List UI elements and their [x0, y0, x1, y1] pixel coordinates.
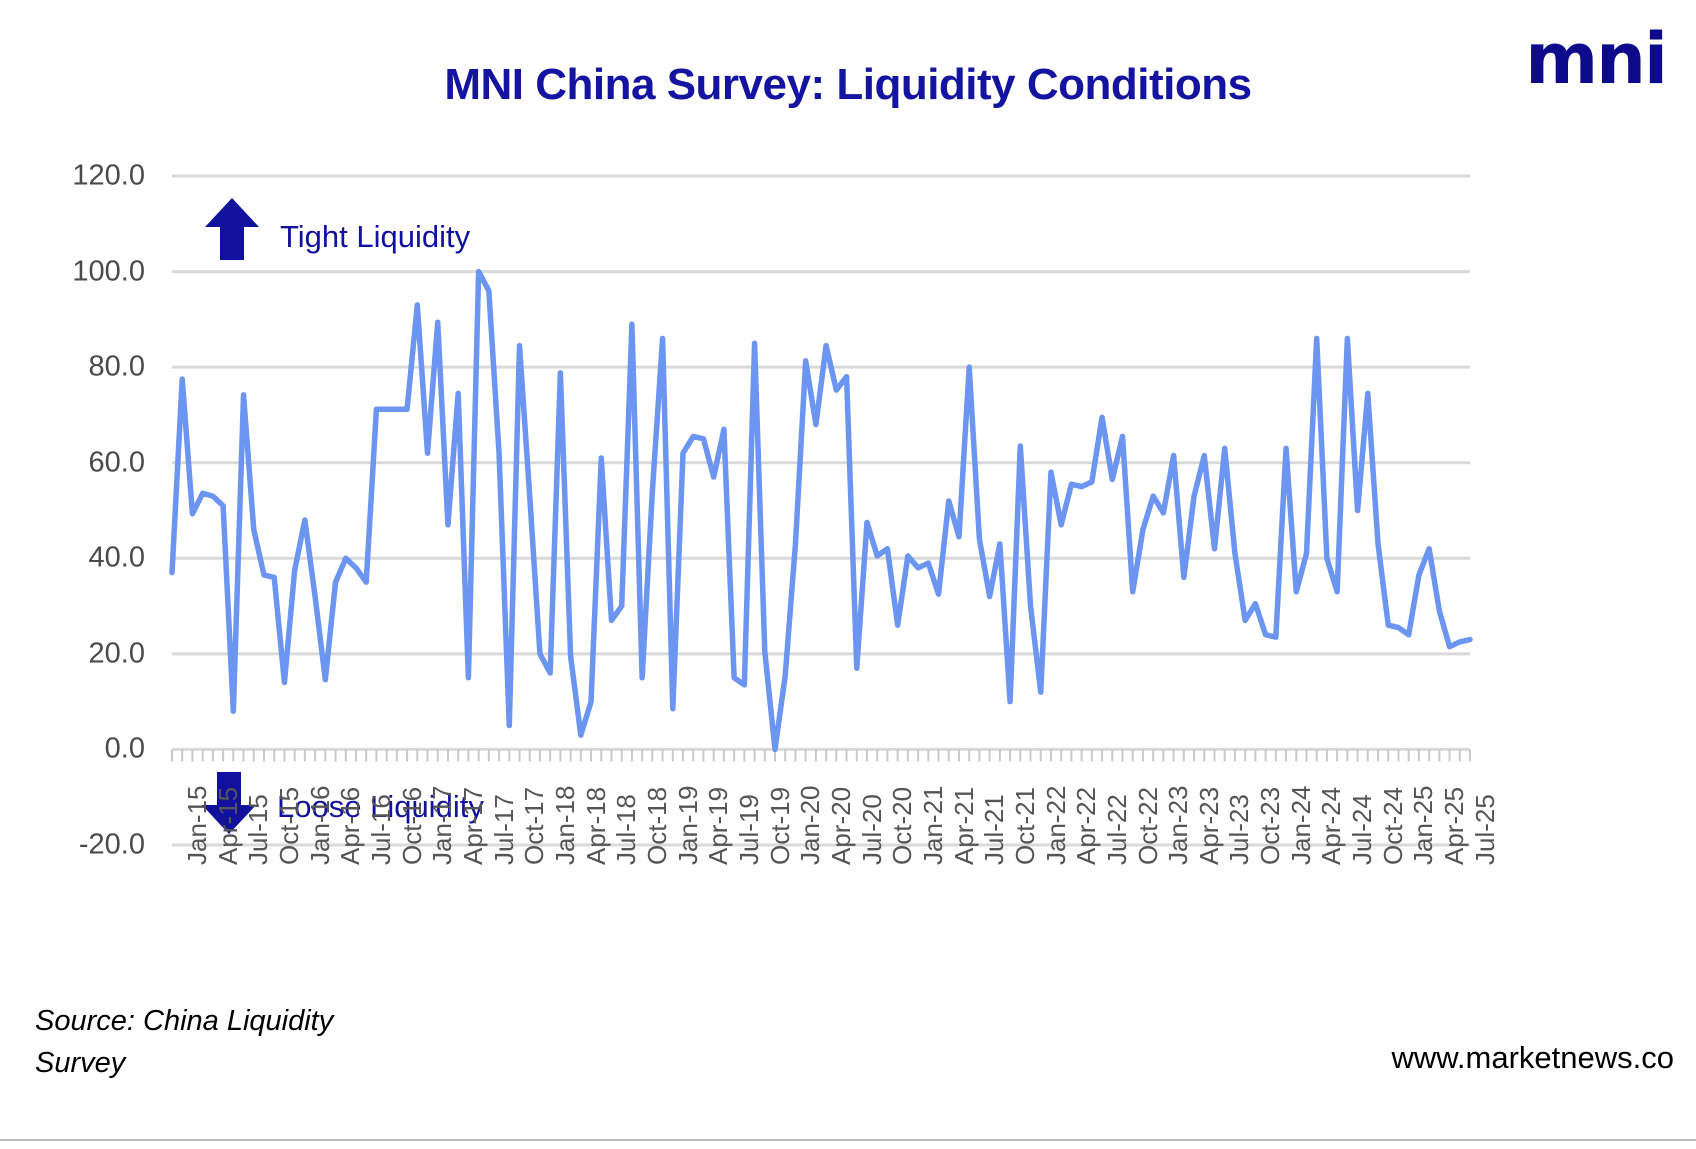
x-axis-tick-label: Jul-23	[1224, 794, 1255, 865]
x-axis-tick-label: Jan-19	[672, 785, 703, 866]
x-axis-tick-label: Apr-20	[825, 786, 856, 865]
x-axis-tick-label: Jul-16	[365, 794, 396, 865]
up-arrow-icon	[205, 198, 259, 260]
x-axis-tick-label: Jan-22	[1040, 785, 1071, 866]
down-arrow-icon	[202, 772, 256, 834]
x-axis-tick-label: Apr-16	[335, 786, 366, 865]
page-title: MNI China Survey: Liquidity Conditions	[444, 60, 1252, 109]
source-note: Source: China Liquidity Survey	[35, 1005, 334, 1080]
x-axis-tick-label: Oct-23	[1255, 786, 1286, 865]
y-axis-tick-label: 20.0	[88, 637, 145, 670]
x-axis-tick-label: Jan-25	[1408, 785, 1439, 866]
y-axis-tick-label: 80.0	[88, 350, 145, 383]
x-axis-tick-label: Oct-24	[1377, 786, 1408, 865]
x-axis-tick-label: Oct-18	[641, 786, 672, 865]
x-axis-tick-label: Apr-22	[1071, 786, 1102, 865]
x-axis-tick-label: Jul-15	[243, 794, 274, 865]
y-axis-tick-label: 120.0	[72, 159, 145, 192]
x-axis-tick-label: Oct-21	[1009, 786, 1040, 865]
x-axis-tick-label: Jan-20	[795, 785, 826, 866]
x-axis-tick-label: Apr-18	[580, 786, 611, 865]
x-axis-tick-label: Jul-17	[488, 794, 519, 865]
x-axis-tick-label: Apr-19	[703, 786, 734, 865]
x-axis-tick-label: Oct-22	[1132, 786, 1163, 865]
x-axis-tick-label: Apr-15	[212, 786, 243, 865]
x-axis-tick-label: Apr-21	[948, 786, 979, 865]
x-axis-tick-label: Apr-25	[1439, 786, 1470, 865]
x-axis-tick-label: Oct-17	[519, 786, 550, 865]
x-axis-tick-label: Jul-18	[611, 794, 642, 865]
loose-liquidity-label: Loose Liquidity	[277, 789, 484, 824]
y-axis-tick-label: -20.0	[78, 828, 145, 861]
y-axis-tick-label: 100.0	[72, 255, 145, 288]
website-label: www.marketnews.co	[1391, 1040, 1674, 1075]
x-axis-tick-label: Apr-23	[1193, 786, 1224, 865]
x-axis-tick-label: Jan-23	[1163, 785, 1194, 866]
mni-logo: mni	[1525, 18, 1668, 100]
y-axis-tick-label: 40.0	[88, 541, 145, 574]
x-axis-tick-label: Jan-24	[1285, 785, 1316, 866]
x-axis-tick-label: Jul-25	[1469, 794, 1500, 865]
footer-divider	[0, 1139, 1696, 1141]
x-axis-tick-label: Oct-15	[273, 786, 304, 865]
x-axis-tick-label: Jul-20	[856, 794, 887, 865]
x-axis-tick-label: Jul-21	[979, 794, 1010, 865]
x-axis-tick-label: Jan-21	[917, 785, 948, 866]
x-axis-tick-label: Jan-17	[427, 785, 458, 866]
line-chart-svg	[169, 174, 1473, 847]
x-axis-tick-label: Jan-16	[304, 785, 335, 866]
x-axis-tick-label: Jul-19	[733, 794, 764, 865]
tight-liquidity-label: Tight Liquidity	[280, 219, 471, 254]
x-axis-tick-label: Apr-17	[457, 786, 488, 865]
x-axis-tick-label: Jul-22	[1101, 794, 1132, 865]
y-axis-tick-label: 0.0	[104, 732, 145, 765]
x-axis-tick-label: Jan-18	[549, 785, 580, 866]
x-axis-tick-label: Jul-24	[1347, 794, 1378, 865]
x-axis-tick-label: Oct-20	[887, 786, 918, 865]
x-axis-tick-label: Jan-15	[182, 785, 212, 866]
x-axis-tick-label: Oct-16	[396, 786, 427, 865]
x-axis-tick-label: Apr-24	[1316, 786, 1347, 865]
y-axis-tick-label: 60.0	[88, 446, 145, 479]
x-axis-tick-label: Oct-19	[764, 786, 795, 865]
data-line	[169, 268, 1473, 753]
